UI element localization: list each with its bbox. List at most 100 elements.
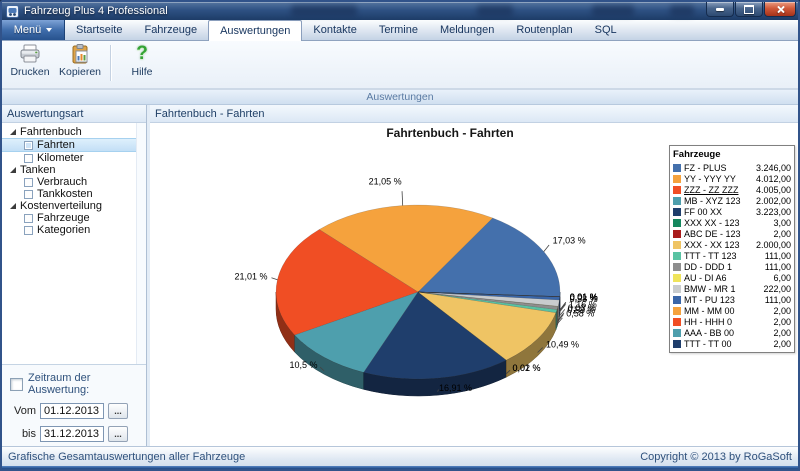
pie-percent-label: 0,01 % [570,292,598,302]
legend-name: TTT - TT 123 [684,250,737,261]
minimize-icon [716,7,724,11]
legend-value: 2,00 [773,338,791,349]
tab-sql[interactable]: SQL [594,24,617,36]
legend-swatch [673,240,681,249]
chevron-down-icon [46,28,53,32]
pie-label-tick [437,389,439,392]
splitter[interactable] [147,105,150,446]
pie-percent-label: 17,03 % [553,235,586,245]
print-button[interactable]: Drucken [6,43,54,83]
tab-kontakte[interactable]: Kontakte [313,24,357,36]
tree-item-verbrauch[interactable]: Verbrauch [2,176,146,188]
pie-percent-label: 21,01 % [234,271,267,281]
tab-startseite[interactable]: Startseite [76,24,123,36]
pie-label-tick [556,317,563,325]
pie-slice [417,291,558,313]
tree-item-fahrten[interactable]: Fahrten [2,138,146,152]
legend-row: AU - DI A6 6,00 [673,272,791,283]
tab-auswertungen[interactable]: Auswertungen [208,20,303,41]
legend-row: XXX - XX 123 2.000,00 [673,239,791,250]
tree-item-label: Kostenverteilung [20,200,102,212]
legend-value: 2.002,00 [755,195,791,206]
legend-row: HH - HHH 0 2,00 [673,316,791,327]
legend-value: 111,00 [764,250,791,261]
legend-swatch [673,306,681,315]
tree-item-fahrtenbuch[interactable]: Fahrtenbuch [2,126,146,138]
tree-item-tanken[interactable]: Tanken [2,164,146,176]
pie-percent-label: 16,91 % [439,383,472,393]
pie-label-tick [558,309,566,317]
legend-swatch [673,174,681,183]
tree-item-tankkosten[interactable]: Tankkosten [2,188,146,200]
title-bar[interactable]: Fahrzeug Plus 4 Professional [2,2,798,20]
toolbar-separator [110,45,112,81]
pie-percent-label: 1,16 % [569,299,597,309]
tree-scrollbar-track[interactable] [136,123,146,364]
legend-value: 2.000,00 [755,239,791,250]
pie-slice [318,204,494,293]
legend-value: 222,00 [763,283,791,294]
legend-swatch [673,284,681,293]
period-checkbox-label: Zeitraum der Auswertung: [28,372,91,396]
legend-value: 4.005,00 [755,184,791,195]
close-button[interactable] [764,2,796,17]
legend-name: AU - DI A6 [684,272,727,283]
tree-item-fahrzeuge[interactable]: Fahrzeuge [2,212,146,224]
window-title: Fahrzeug Plus 4 Professional [24,5,168,17]
tree-leaf-icon [24,213,33,223]
pie-slice [417,291,561,301]
legend-name: MB - XYZ 123 [684,195,741,206]
pie-label-tick [543,244,550,252]
period-checkbox[interactable] [10,377,23,391]
copy-button[interactable]: Kopieren [56,43,104,83]
legend-swatch [673,339,681,348]
pie-percent-label: 10,5 % [289,360,317,370]
menu-button[interactable]: Menü [2,20,65,40]
toolbar: Drucken Kopieren ? Hilfe [2,41,798,89]
redacted-blur [291,5,357,16]
pie-label-tick [537,347,543,353]
legend-name: FF 00 XX [684,206,723,217]
tab-routenplan[interactable]: Routenplan [516,24,573,36]
legend-row: TTT - TT 00 2,00 [673,338,791,349]
tab-meldungen[interactable]: Meldungen [439,24,495,36]
legend-swatch [673,185,681,194]
pie-label-tick [319,366,325,372]
clipboard-icon [69,43,91,65]
legend-value: 3.246,00 [755,162,791,173]
tree-item-label: Fahrzeuge [37,212,90,224]
pie-label-tick [506,369,511,375]
tree-leaf-icon [24,140,33,150]
tab-termine[interactable]: Termine [378,24,418,36]
legend-row: FF 00 XX 3.223,00 [673,206,791,217]
pie-percent-label: 21,05 % [369,177,402,187]
pie-percent-label: 0,02 % [512,363,540,373]
close-icon [776,5,785,14]
date-from-input[interactable] [40,403,104,419]
date-to-input[interactable] [40,426,104,442]
tree-expanded-icon [10,203,16,209]
pie-percent-label: 0,03 % [568,303,596,313]
date-to-picker-button[interactable]: ... [108,426,128,442]
tree-item-kostenverteilung[interactable]: Kostenverteilung [2,200,146,212]
date-from-picker-button[interactable]: ... [108,403,128,419]
tree-item-kilometer[interactable]: Kilometer [2,152,146,164]
help-button[interactable]: ? Hilfe [118,43,166,83]
legend-name: DD - DDD 1 [684,261,733,272]
pie-slice [275,229,419,336]
minimize-button[interactable] [706,2,734,17]
maximize-button[interactable] [735,2,763,17]
legend-name: AAA - BB 00 [684,327,735,338]
legend-rows: FZ - PLUS 3.246,00 YY - YYY YY 4.012,00 ZZZ … [673,162,791,349]
pie-percent-label: 0,58 % [570,294,598,304]
chart-title: Fahrtenbuch - Fahrten [386,126,513,140]
tree-item-kategorien[interactable]: Kategorien [2,224,146,236]
pie-percent-label: 0,01 % [570,292,598,302]
print-button-label: Drucken [10,66,50,78]
pie-slice [417,291,560,307]
pie-slice [417,291,561,297]
status-bar: Grafische Gesamtauswertungen aller Fahrz… [2,446,798,469]
legend-value: 3.223,00 [755,206,791,217]
tab-fahrzeuge[interactable]: Fahrzeuge [144,24,198,36]
legend-swatch [673,273,681,282]
